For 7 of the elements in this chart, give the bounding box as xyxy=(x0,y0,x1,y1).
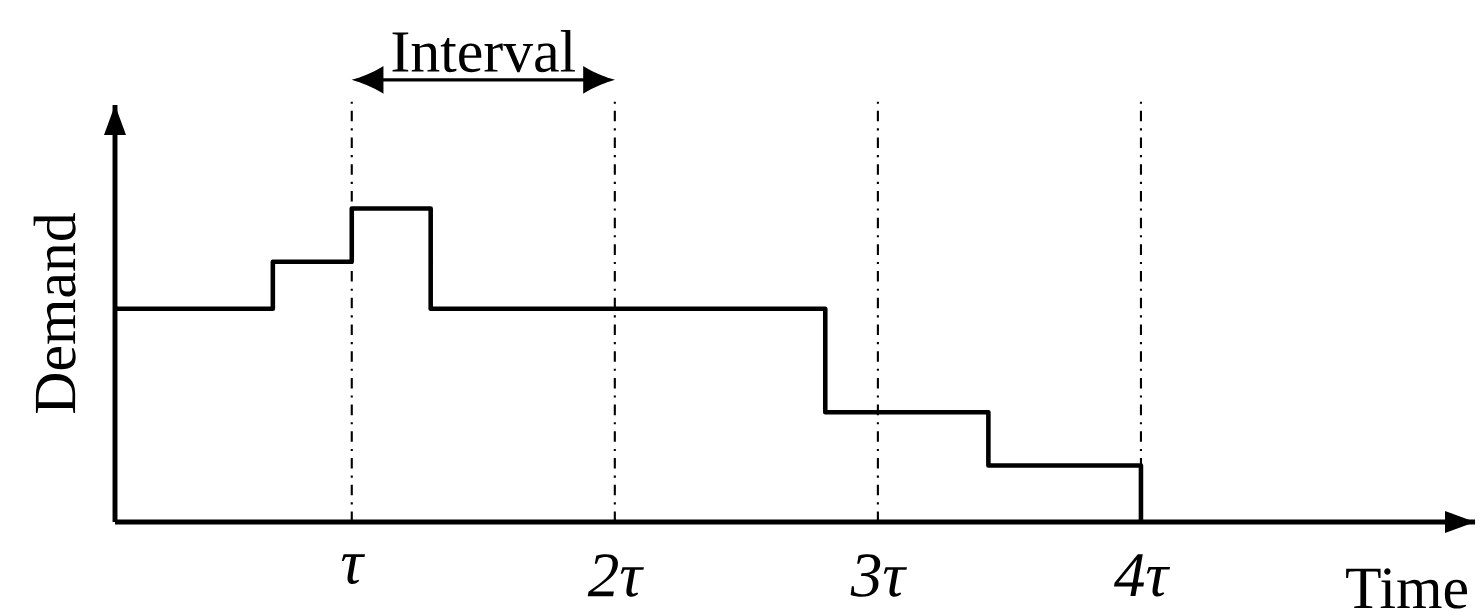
x-tick-label: 2τ xyxy=(587,554,644,597)
text: Interval xyxy=(392,30,576,73)
x-tick-label: τ xyxy=(341,554,366,584)
x-axis-title: Time xyxy=(1346,568,1468,609)
x-tick-label: 4τ xyxy=(1113,554,1171,597)
y-axis-title: Demand xyxy=(33,213,76,413)
x-tick-label: 3τ xyxy=(850,554,907,597)
